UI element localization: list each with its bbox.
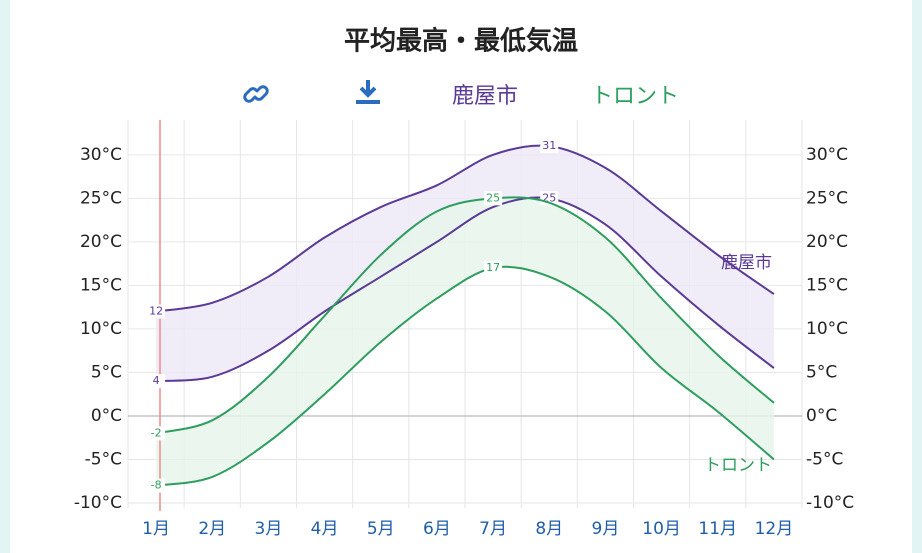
value-label: 4	[153, 374, 160, 387]
x-tick-label: 7月	[479, 519, 507, 539]
y2-tick-label: 20°C	[806, 232, 848, 252]
download-icon[interactable]	[356, 80, 380, 104]
value-label: 25	[486, 191, 500, 204]
value-label: 17	[486, 261, 500, 274]
y-tick-label: -5°C	[85, 449, 122, 469]
range-area	[156, 197, 774, 486]
y2-tick-label: -5°C	[806, 449, 843, 469]
chart-title: 平均最高・最低気温	[344, 26, 578, 57]
y2-tick-label: 0°C	[806, 406, 837, 426]
y-tick-label: 0°C	[91, 406, 122, 426]
y-tick-label: 30°C	[80, 145, 122, 165]
y2-tick-label: -10°C	[806, 493, 854, 513]
y2-tick-label: 5°C	[806, 362, 837, 382]
y-tick-label: 15°C	[80, 275, 122, 295]
x-tick-label: 2月	[198, 519, 226, 539]
x-tick-label: 8月	[535, 519, 563, 539]
y-tick-label: 5°C	[91, 362, 122, 382]
value-label-bg	[540, 139, 559, 154]
series-end-label: トロント	[704, 455, 772, 475]
series-end-label: 鹿屋市	[721, 253, 772, 273]
range-area	[156, 145, 774, 382]
line	[155, 144, 775, 313]
y-tick-label: -10°C	[74, 493, 122, 513]
x-tick-label: 6月	[423, 519, 451, 539]
x-tick-label: 3月	[255, 519, 283, 539]
x-tick-label: 12月	[755, 519, 794, 539]
y2-tick-label: 10°C	[806, 319, 848, 339]
y-tick-label: 20°C	[80, 232, 122, 252]
value-label: -8	[151, 479, 162, 492]
y-tick-label: 10°C	[80, 319, 122, 339]
y-tick-label: 25°C	[80, 188, 122, 208]
x-tick-label: 5月	[367, 519, 395, 539]
value-label: 31	[542, 139, 556, 152]
link-icon[interactable]	[243, 85, 269, 103]
value-label-bg	[147, 478, 166, 493]
line	[156, 196, 775, 383]
line	[155, 196, 775, 435]
x-tick-label: 4月	[311, 519, 339, 539]
y2-tick-label: 15°C	[806, 275, 848, 295]
value-label: 12	[149, 305, 163, 318]
value-label: -2	[151, 426, 162, 439]
value-label-bg	[147, 374, 166, 389]
value-label-bg	[147, 304, 166, 319]
legend-entry: トロント	[591, 84, 679, 109]
value-label-bg	[484, 191, 503, 206]
x-tick-label: 10月	[642, 519, 681, 539]
y2-tick-label: 25°C	[806, 188, 848, 208]
line	[155, 265, 775, 487]
value-label-bg	[147, 426, 166, 441]
value-label-bg	[484, 260, 503, 275]
x-tick-label: 9月	[592, 519, 620, 539]
y2-tick-label: 30°C	[806, 145, 848, 165]
legend-entry: 鹿屋市	[452, 84, 518, 109]
x-tick-label: 1月	[142, 519, 170, 539]
x-tick-label: 11月	[698, 519, 737, 539]
